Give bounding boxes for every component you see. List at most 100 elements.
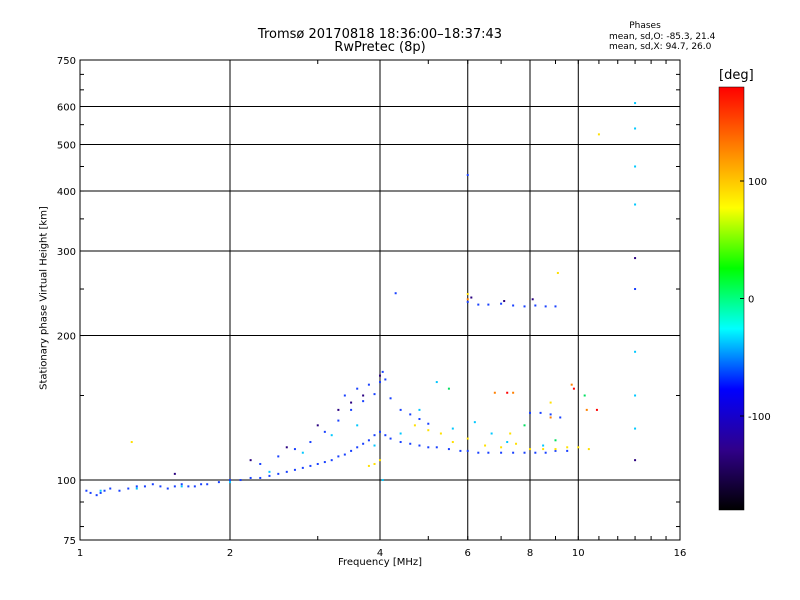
phase-stats-x: mean, sd,X: 94.7, 26.0 [609,42,712,52]
data-point [249,476,252,479]
phase-stats-title: Phases [629,21,661,31]
x-tick-label: 1 [77,548,83,559]
data-point [470,296,473,299]
y-tick-label: 600 [57,103,76,114]
data-point [466,449,469,452]
data-point [583,394,586,397]
data-point [379,381,381,384]
data-point [337,455,340,458]
data-point [384,434,387,437]
x-tick-label: 6 [465,548,471,559]
data-point [367,383,370,386]
colorbar [718,86,745,511]
data-point [373,393,376,396]
data-point [229,479,231,482]
colorbar-ticks: 100 0 -100 [740,177,771,423]
data-point [447,448,450,451]
data-point [544,451,547,454]
data-point [595,408,598,411]
data-point [572,387,575,390]
phase-stats-o: mean, sd,O: -85.3, 21.4 [609,32,716,42]
data-point [381,370,384,373]
y-tick-label: 750 [57,56,76,67]
data-point [634,288,637,291]
data-point [394,292,397,295]
x-tick-label: 10 [572,548,585,559]
data-point [301,451,304,454]
data-point [570,383,573,386]
data-point [173,472,176,475]
data-point [89,491,92,494]
data-point [95,494,98,497]
data-point [459,449,462,452]
data-point [539,411,542,414]
data-point [523,305,526,308]
data-point [268,470,271,473]
data-point [135,487,138,490]
data-point [466,298,469,301]
data-point [634,203,637,206]
data-point [239,479,242,482]
data-point [229,481,231,484]
data-point [99,491,102,494]
data-point [373,444,376,447]
data-point [350,408,353,411]
data-point [451,427,454,430]
data-point [389,397,392,400]
data-point [173,485,176,488]
data-point [556,271,559,274]
data-point [350,449,353,452]
y-tick-label: 100 [57,476,76,487]
data-point [509,432,512,435]
colorbar-tick-label: 0 [748,295,754,306]
data-point [268,474,271,477]
colorbar-unit: [deg] [719,68,754,83]
data-point [477,303,480,306]
data-point [367,439,370,442]
data-point [399,432,402,435]
data-point [362,442,365,445]
data-point [159,485,162,488]
x-tick-label: 2 [227,548,233,559]
data-point [399,441,402,444]
y-tick-label: 75 [63,536,76,547]
data-point [399,408,402,411]
data-point [135,485,138,488]
data-point [503,300,506,303]
data-point [506,441,509,444]
data-point [413,424,416,427]
data-point [587,448,590,451]
data-point [418,444,421,447]
data-point [389,437,392,440]
data-point [634,102,637,105]
grid [80,60,680,540]
data-point [337,408,340,411]
data-point [534,451,537,454]
data-point [285,470,288,473]
data-point [554,305,557,308]
data-point [447,387,450,390]
data-point [151,483,154,486]
data-point [466,437,469,440]
data-point [418,418,421,421]
data-point [549,416,552,419]
data-point [554,449,557,452]
data-point [512,451,515,454]
data-point [500,446,503,449]
y-axis-ticks: 75 100 200 300 400 500 600 750 [57,56,680,547]
data-point [477,451,480,454]
data-point [473,421,476,424]
y-tick-label: 300 [57,247,76,258]
data-point [435,381,438,384]
data-point [435,446,438,449]
data-point [409,442,412,445]
data-point [409,413,412,416]
data-point [187,485,190,488]
data-point [330,434,333,437]
data-point [554,439,557,442]
data-point [384,378,387,381]
data-point [534,304,537,307]
data-point [301,466,304,469]
data-point [490,432,493,435]
data-point [309,464,312,467]
